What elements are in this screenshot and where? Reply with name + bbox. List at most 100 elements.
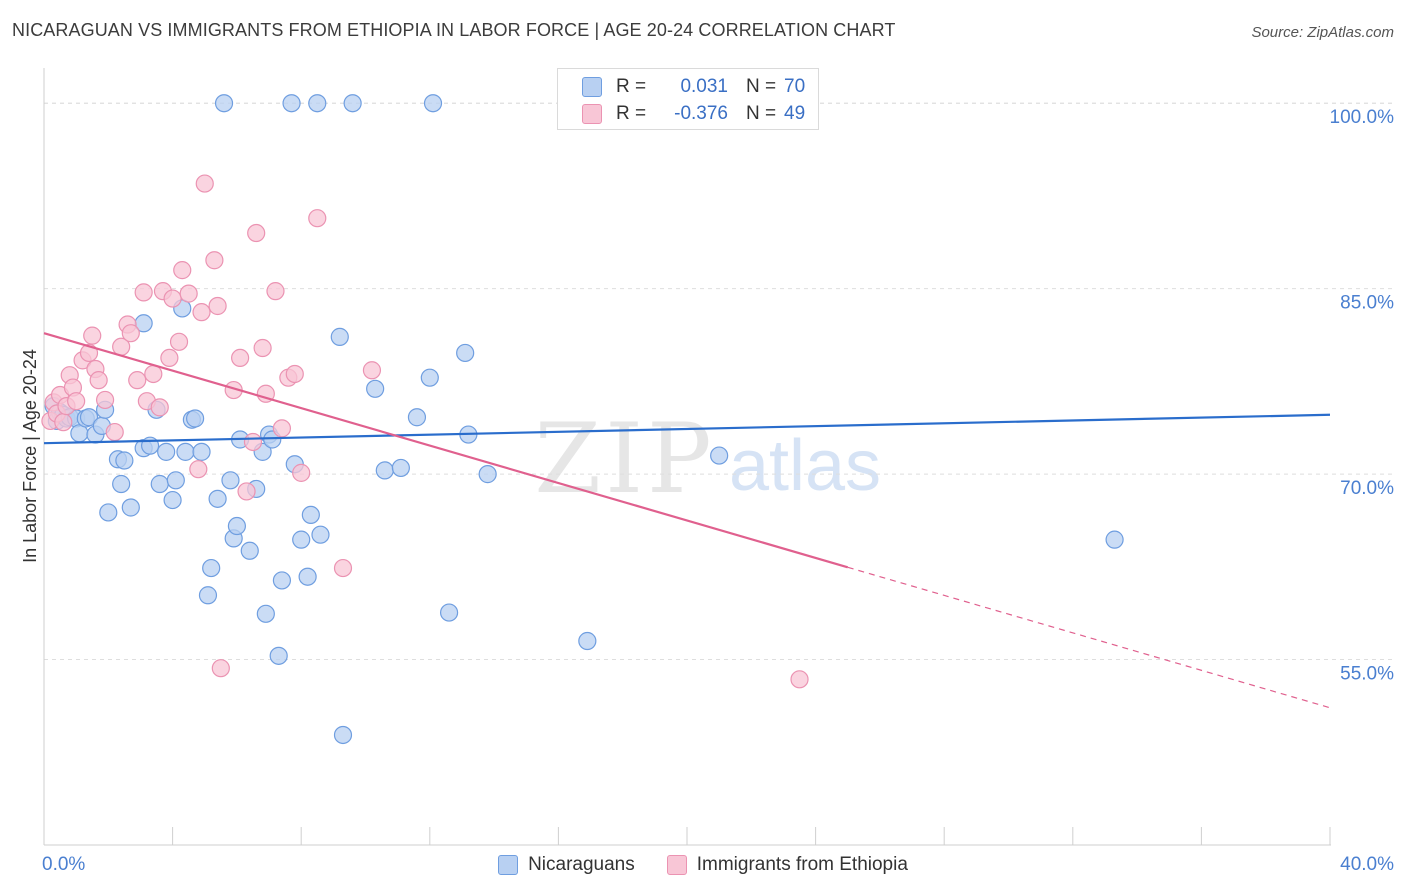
legend-item-ethiopia[interactable]: Immigrants from Ethiopia	[666, 854, 908, 876]
point-ethiopia	[163, 289, 182, 308]
point-ethiopia	[237, 482, 256, 501]
stats-row-nicaraguans: R = 0.031 N = 70	[582, 74, 805, 100]
point-nicaraguans	[578, 631, 597, 651]
point-ethiopia	[247, 223, 266, 243]
point-nicaraguans	[343, 94, 362, 113]
point-nicaraguans	[150, 474, 169, 494]
point-nicaraguans	[420, 368, 439, 387]
point-ethiopia	[144, 364, 163, 384]
point-nicaraguans	[292, 530, 311, 549]
point-nicaraguans	[186, 409, 205, 428]
point-ethiopia	[160, 348, 179, 368]
point-nicaraguans	[176, 442, 195, 461]
point-ethiopia	[134, 283, 153, 302]
point-nicaraguans	[240, 541, 259, 560]
point-nicaraguans	[375, 461, 394, 480]
point-ethiopia	[189, 460, 208, 479]
legend-item-nicaraguans[interactable]: Nicaraguans	[498, 854, 635, 876]
point-nicaraguans	[192, 442, 211, 461]
x-tick-label-max: 40.0%	[1340, 854, 1394, 875]
y-tick-label: 70.0%	[1340, 478, 1394, 499]
point-ethiopia	[169, 332, 189, 351]
point-nicaraguans	[227, 516, 246, 536]
trendline-ethiopia	[43, 332, 849, 569]
point-nicaraguans	[301, 505, 320, 525]
y-tick-label: 55.0%	[1340, 664, 1394, 685]
point-ethiopia	[362, 361, 382, 380]
point-ethiopia	[105, 422, 124, 442]
point-nicaraguans	[256, 604, 275, 623]
y-tick-label: 100.0%	[1330, 107, 1395, 128]
y-axis-label: In Labor Force | Age 20-24	[20, 349, 40, 563]
point-ethiopia	[205, 251, 224, 270]
point-nicaraguans	[272, 571, 292, 590]
point-ethiopia	[150, 398, 169, 417]
point-nicaraguans	[163, 490, 182, 510]
point-ethiopia	[83, 326, 102, 345]
point-nicaraguans	[282, 94, 301, 113]
watermark-atlas: atlas	[729, 426, 881, 506]
point-nicaraguans	[710, 446, 729, 465]
legend-label: Immigrants from Ethiopia	[696, 854, 908, 875]
point-ethiopia	[89, 371, 108, 390]
point-nicaraguans	[311, 525, 330, 544]
point-nicaraguans	[221, 471, 240, 490]
point-nicaraguans	[157, 442, 176, 461]
point-nicaraguans	[214, 94, 234, 113]
point-nicaraguans	[439, 603, 459, 622]
point-nicaraguans	[198, 586, 218, 605]
n-value: 49	[784, 103, 806, 124]
axes	[43, 68, 1331, 846]
trendline-nicaraguans	[43, 413, 1331, 445]
n-label: N =	[746, 103, 777, 124]
r-value: 0.031	[680, 76, 728, 97]
point-nicaraguans	[478, 465, 497, 484]
point-nicaraguans	[115, 451, 134, 470]
point-ethiopia	[208, 296, 227, 316]
point-nicaraguans	[208, 489, 227, 508]
trendlines	[43, 332, 1331, 709]
y-tick-labels: 55.0% 70.0% 85.0% 100.0%	[1330, 107, 1395, 684]
point-ethiopia	[121, 324, 140, 343]
point-ethiopia	[67, 392, 86, 411]
point-ethiopia	[179, 284, 198, 303]
point-ethiopia	[128, 371, 147, 390]
point-ethiopia	[308, 209, 327, 228]
x-tick-labels: 0.0% 40.0%	[42, 854, 1394, 875]
point-nicaraguans	[366, 379, 385, 398]
point-nicaraguans	[391, 458, 410, 478]
point-ethiopia	[173, 261, 192, 280]
point-nicaraguans	[298, 567, 317, 586]
legend-label: Nicaraguans	[528, 854, 635, 875]
r-label: R =	[616, 76, 647, 97]
point-ethiopia	[253, 338, 272, 358]
point-ethiopia	[54, 413, 73, 432]
r-label: R =	[616, 103, 647, 124]
point-ethiopia	[79, 343, 99, 363]
point-ethiopia	[292, 463, 311, 482]
swatch-pink	[582, 104, 602, 124]
point-nicaraguans	[407, 408, 427, 427]
point-ethiopia	[790, 670, 809, 689]
point-ethiopia	[333, 558, 353, 578]
point-nicaraguans	[423, 94, 443, 113]
point-nicaraguans	[333, 725, 353, 745]
point-nicaraguans	[330, 327, 349, 346]
x-tick-label-min: 0.0%	[42, 854, 85, 875]
point-ethiopia	[231, 348, 250, 368]
trendline-ethiopia-extrapolated	[847, 566, 1331, 709]
point-nicaraguans	[166, 471, 185, 490]
stats-row-ethiopia: R = -0.376 N = 49	[582, 101, 805, 127]
point-nicaraguans	[121, 498, 140, 517]
swatch-pink	[666, 855, 687, 875]
source-credit: Source: ZipAtlas.com	[1251, 24, 1394, 41]
point-ethiopia	[95, 390, 115, 410]
series-legend: Nicaraguans Immigrants from Ethiopia	[0, 850, 1406, 880]
swatch-blue	[582, 77, 602, 97]
point-nicaraguans	[269, 646, 288, 665]
point-nicaraguans	[112, 474, 131, 494]
point-nicaraguans	[99, 503, 118, 522]
watermark-zip: ZIP	[534, 403, 715, 515]
point-nicaraguans	[456, 343, 475, 363]
